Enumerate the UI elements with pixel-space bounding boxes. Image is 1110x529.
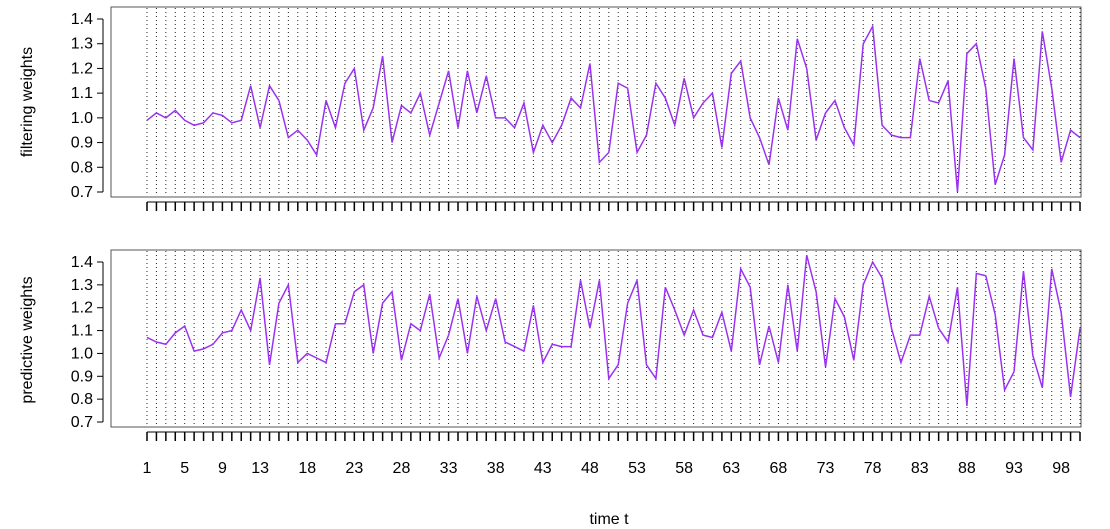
- y-tick-label: 0.7: [71, 184, 93, 201]
- y-tick-label: 1.4: [71, 11, 93, 28]
- x-tick-label: 63: [722, 460, 740, 477]
- plot-frame: [110, 249, 1082, 428]
- y-tick-label: 1.0: [71, 345, 93, 362]
- x-tick-label: 5: [180, 460, 189, 477]
- y-tick-label: 1.4: [71, 254, 93, 271]
- x-tick-label: 88: [958, 460, 976, 477]
- y-tick-label: 0.8: [71, 391, 93, 408]
- x-tick-label: 83: [911, 460, 929, 477]
- x-tick-label: 58: [675, 460, 693, 477]
- x-axis: [146, 431, 1081, 441]
- x-tick-label: 28: [393, 460, 411, 477]
- grid-lines: [146, 251, 1081, 426]
- y-tick-label: 1.3: [71, 277, 93, 294]
- x-tick-label: 93: [1005, 460, 1023, 477]
- x-tick-label: 1: [143, 460, 152, 477]
- x-tick-labels: 1 5 9 13 18 23 28 33 38 43 48 53 58 63 68 73 78 83 88 93 98: [143, 460, 1071, 477]
- y-axis: 0.7 0.8 0.9 1.0 1.1 1.2 1.3 1.4: [71, 254, 104, 431]
- x-tick-label: 38: [487, 460, 505, 477]
- x-tick-label: 78: [864, 460, 882, 477]
- y-tick-label: 1.0: [71, 110, 93, 127]
- plot-frame: [110, 6, 1082, 198]
- grid-lines: [146, 8, 1081, 196]
- filtering-weights-panel: 0.7 0.8 0.9 1.0 1.1 1.2 1.3 1.4 filtering weight…: [19, 6, 1082, 211]
- x-tick-label: 68: [770, 460, 788, 477]
- x-tick-label: 48: [581, 460, 599, 477]
- x-tick-label: 13: [251, 460, 269, 477]
- y-tick-label: 0.9: [71, 135, 93, 152]
- y-tick-label: 1.1: [71, 323, 93, 340]
- data-points: [146, 25, 1081, 193]
- x-tick-label: 43: [534, 460, 552, 477]
- x-tick-label: 33: [440, 460, 458, 477]
- y-tick-label: 1.1: [71, 85, 93, 102]
- x-tick-label: 53: [628, 460, 646, 477]
- y-tick-label: 0.9: [71, 368, 93, 385]
- y-tick-label: 1.3: [71, 36, 93, 53]
- y-tick-label: 1.2: [71, 300, 93, 317]
- y-axis: 0.7 0.8 0.9 1.0 1.1 1.2 1.3 1.4: [71, 11, 104, 201]
- x-tick-label: 9: [218, 460, 227, 477]
- y-tick-label: 1.2: [71, 60, 93, 77]
- x-tick-label: 18: [298, 460, 316, 477]
- x-axis-label: time t: [589, 511, 629, 528]
- x-axis: [146, 201, 1081, 211]
- y-axis-label: filtering weights: [19, 47, 36, 157]
- y-axis-label: predictive weights: [19, 276, 36, 403]
- x-tick-label: 98: [1052, 460, 1070, 477]
- y-tick-label: 0.7: [71, 414, 93, 431]
- predictive-weights-panel: 0.7 0.8 0.9 1.0 1.1 1.2 1.3 1.4 predictive weigh…: [19, 249, 1082, 441]
- y-tick-label: 0.8: [71, 159, 93, 176]
- series-line: [146, 254, 1081, 407]
- series-line: [146, 23, 1081, 193]
- x-tick-label: 23: [345, 460, 363, 477]
- x-tick-label: 73: [817, 460, 835, 477]
